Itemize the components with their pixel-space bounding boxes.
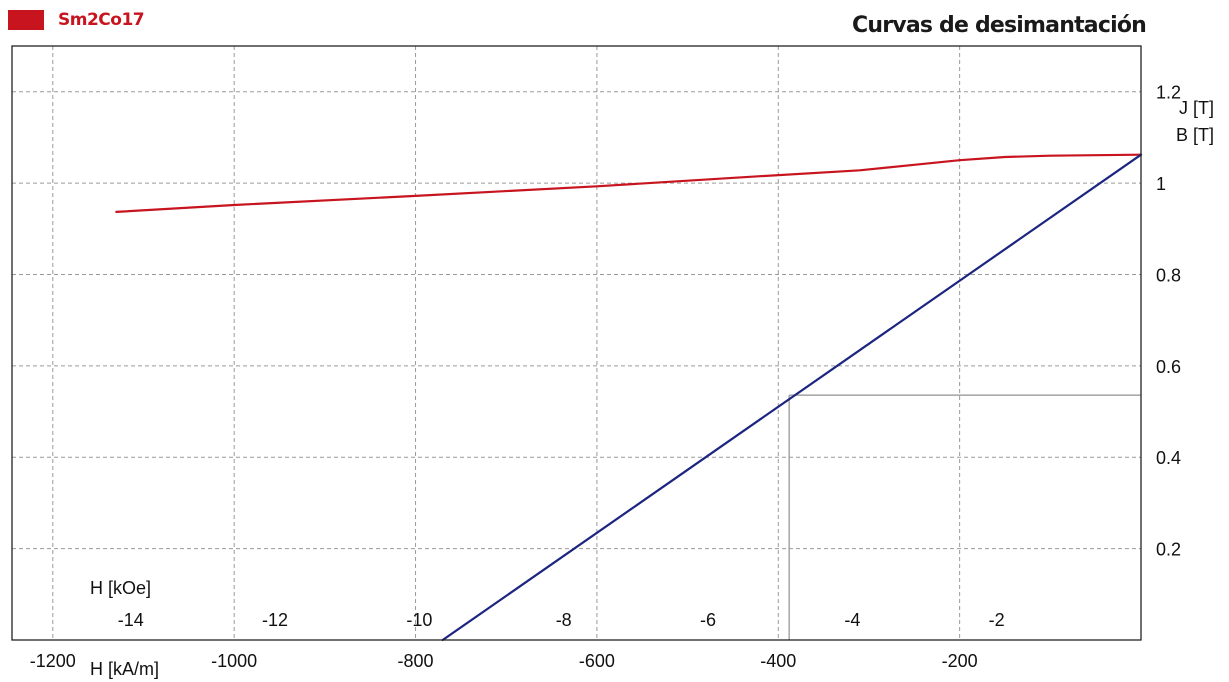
x-tick-label: -200 (942, 651, 978, 671)
legend-swatch (8, 10, 44, 30)
x-tick-label: -1200 (30, 651, 76, 671)
chart-title: Curvas de desimantación (852, 13, 1147, 38)
x-tick-label: -800 (398, 651, 434, 671)
y-tick-label: 0.4 (1156, 448, 1181, 468)
x2-tick-label: -2 (989, 610, 1005, 630)
x-axis-label: H [kA/m] (90, 659, 159, 679)
y-axis-label-b: B [T] (1176, 125, 1214, 145)
x2-tick-label: -4 (844, 610, 860, 630)
x2-tick-label: -14 (118, 610, 144, 630)
legend-label: Sm2Co17 (58, 10, 145, 30)
x2-tick-label: -8 (556, 610, 572, 630)
x2-tick-label: -10 (406, 610, 432, 630)
y-tick-label: 0.8 (1156, 265, 1181, 285)
x2-tick-label: -6 (700, 610, 716, 630)
x-tick-label: -1000 (211, 651, 257, 671)
j-curve (115, 153, 1143, 213)
y-tick-label: 0.2 (1156, 540, 1181, 560)
y-tick-label: 1 (1156, 174, 1166, 194)
x-tick-label: -400 (760, 651, 796, 671)
y-tick-label: 0.6 (1156, 357, 1181, 377)
x-tick-label: -600 (579, 651, 615, 671)
operating-point-lines (788, 394, 1141, 640)
plot-frame (11, 45, 1142, 641)
x2-tick-label: -12 (262, 610, 288, 630)
y-axis-label-j: J [T] (1179, 98, 1214, 118)
grid (12, 46, 1141, 640)
legend: Sm2Co17 (8, 8, 145, 32)
y-tick-label: 1.2 (1156, 83, 1181, 103)
axis-labels: -1200 -1000 -800 -600 -400 -200 -14 -12 -10 -8 -6 -… (30, 83, 1214, 679)
b-curve (441, 153, 1143, 642)
x2-axis-label: H [kOe] (90, 578, 151, 598)
series (115, 153, 1143, 642)
